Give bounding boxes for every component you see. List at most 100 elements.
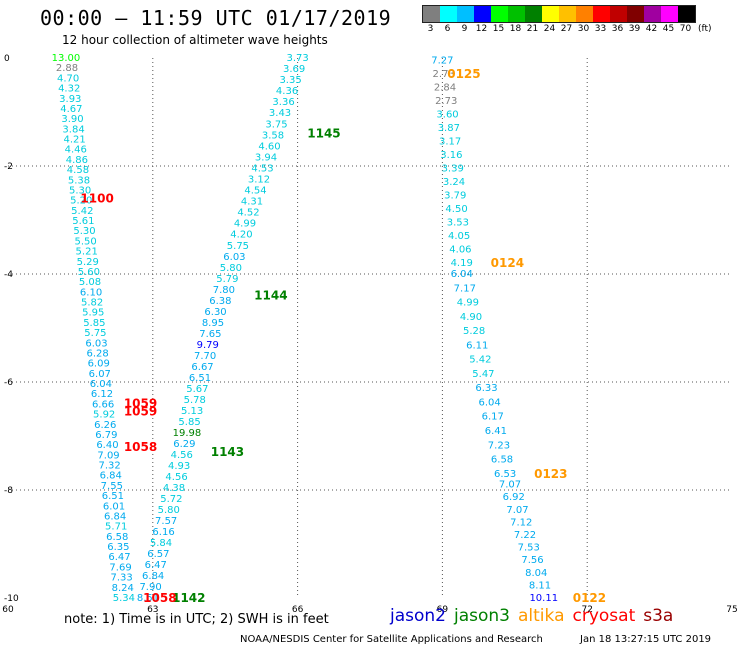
swh-value: 5.75 — [227, 241, 249, 252]
swh-value: 5.34 — [113, 593, 135, 604]
swh-value: 6.67 — [191, 362, 213, 373]
swh-value: 4.58 — [67, 165, 89, 176]
swh-value: 7.80 — [213, 285, 235, 296]
swh-value: 4.70 — [57, 73, 79, 84]
swh-value: 4.56 — [171, 450, 193, 461]
swh-value: 7.09 — [97, 450, 119, 461]
swh-value: 5.08 — [79, 277, 101, 288]
swh-value: 4.93 — [168, 461, 190, 472]
track-time-label: 1145 — [307, 127, 340, 141]
legend-swatch — [440, 6, 457, 22]
swh-value: 6.04 — [90, 379, 112, 390]
swh-value: 7.23 — [488, 440, 510, 451]
track-time-label: 1058 — [143, 591, 176, 605]
swh-value: 6.58 — [491, 455, 513, 466]
swh-value: 5.75 — [84, 328, 106, 339]
swh-value: 5.80 — [220, 263, 242, 274]
swh-value: 2.73 — [435, 96, 457, 107]
legend-swatch — [576, 6, 593, 22]
swh-value: 5.80 — [158, 505, 180, 516]
swh-value: 3.87 — [438, 123, 460, 134]
swh-value: 4.36 — [276, 86, 298, 97]
legend-label: 45 — [662, 24, 675, 34]
legend-swatch — [457, 6, 474, 22]
swh-value: 3.94 — [255, 152, 277, 163]
swh-value: 6.12 — [91, 389, 113, 400]
swh-value: 2.73 — [433, 69, 455, 80]
swh-value: 3.84 — [62, 124, 84, 135]
swh-value: 4.38 — [163, 483, 185, 494]
swh-value: 5.95 — [82, 308, 104, 319]
swh-value: 3.36 — [272, 97, 294, 108]
swh-value: 4.21 — [64, 135, 86, 146]
y-tick-label: -8 — [4, 486, 13, 496]
swh-value: 13.00 — [52, 53, 81, 64]
legend-label: 36 — [611, 24, 624, 34]
swh-value: 6.16 — [152, 527, 174, 538]
swh-value: 5.28 — [463, 326, 485, 337]
y-tick-label: -4 — [4, 270, 13, 280]
legend-swatch — [559, 6, 576, 22]
satellite-legend-cryosat: cryosat — [572, 606, 636, 626]
swh-value: 5.85 — [178, 417, 200, 428]
x-tick-label: 60 — [2, 605, 14, 615]
swh-value: 6.38 — [209, 296, 231, 307]
swh-value: 4.50 — [445, 204, 467, 215]
credit-text: NOAA/NESDIS Center for Satellite Applica… — [240, 634, 543, 645]
swh-value: 3.90 — [61, 114, 83, 125]
swh-value: 3.35 — [279, 75, 301, 86]
legend-label: 6 — [444, 24, 451, 34]
swh-value: 5.29 — [77, 257, 99, 268]
swh-value: 4.20 — [230, 230, 252, 241]
swh-value: 3.53 — [447, 218, 469, 229]
swh-value: 6.79 — [95, 430, 117, 441]
swh-value: 8.11 — [529, 580, 551, 591]
swh-value: 9.79 — [197, 340, 219, 351]
swh-value: 6.28 — [86, 348, 108, 359]
swh-value: 6.92 — [503, 492, 525, 503]
legend-swatch — [678, 6, 695, 22]
legend-label: 18 — [509, 24, 522, 34]
legend-swatch — [644, 6, 661, 22]
swh-value: 6.47 — [108, 552, 130, 563]
chart-title: 00:00 — 11:59 UTC 01/17/2019 — [40, 6, 392, 30]
swh-value: 5.82 — [81, 298, 103, 309]
legend-swatch — [593, 6, 610, 22]
swh-value: 6.84 — [104, 511, 126, 522]
x-tick-label: 63 — [147, 605, 158, 615]
swh-value: 5.42 — [71, 206, 93, 217]
x-tick-label: 72 — [581, 605, 592, 615]
legend-label: 3 — [427, 24, 434, 34]
satellite-legend-jason3: jason3 — [454, 606, 510, 626]
swh-value: 6.41 — [485, 426, 507, 437]
swh-value: 7.27 — [431, 56, 453, 67]
legend-swatch — [508, 6, 525, 22]
legend-label: 39 — [628, 24, 641, 34]
legend-label: 21 — [526, 24, 539, 34]
satellite-legend-jason2: jason2 — [390, 606, 446, 626]
swh-value: 3.12 — [248, 175, 270, 186]
swh-value: 6.07 — [89, 369, 111, 380]
track-time-label: 0123 — [534, 467, 567, 481]
swh-value: 3.24 — [443, 177, 465, 188]
legend-swatch — [525, 6, 542, 22]
swh-value: 5.71 — [105, 522, 127, 533]
swh-value: 6.57 — [147, 549, 169, 560]
swh-value: 6.66 — [92, 399, 114, 410]
satellite-legend: jason2 jason3 altika cryosat s3a — [390, 606, 681, 626]
swh-value: 6.40 — [96, 440, 118, 451]
track-time-label: 1059 — [124, 397, 157, 411]
satellite-legend-altika: altika — [518, 606, 565, 626]
swh-value: 5.61 — [72, 216, 94, 227]
swh-value: 4.99 — [457, 298, 479, 309]
swh-value: 8.95 — [202, 318, 224, 329]
swh-value: 7.65 — [199, 329, 221, 340]
swh-value: 3.43 — [269, 108, 291, 119]
swh-value: 5.84 — [150, 538, 172, 549]
legend-label: 12 — [475, 24, 488, 34]
legend-swatch — [491, 6, 508, 22]
y-tick-label: -2 — [4, 162, 13, 172]
swh-value: 4.90 — [460, 312, 482, 323]
swh-value: 5.21 — [76, 247, 98, 258]
